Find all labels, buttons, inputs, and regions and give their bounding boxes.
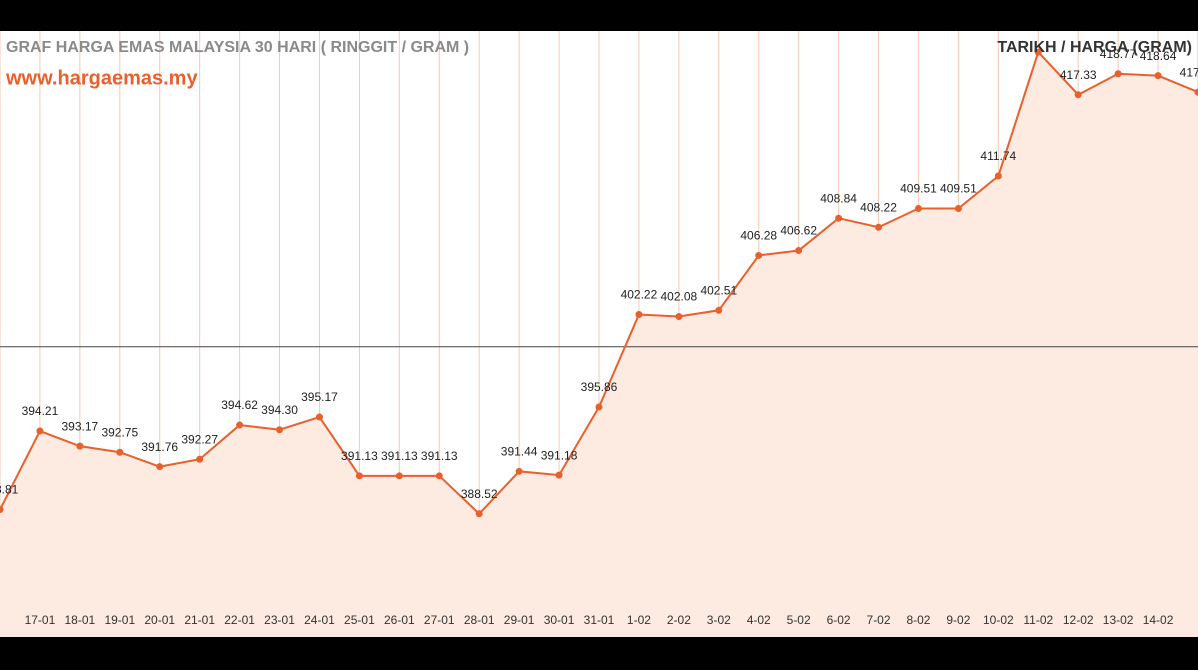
x-tick-label: 26-01: [384, 613, 415, 627]
value-label: 391.13: [421, 449, 458, 463]
x-tick-label: 10-02: [983, 613, 1014, 627]
point: [1154, 72, 1162, 80]
value-label: 391.18: [541, 448, 578, 462]
point: [1034, 48, 1042, 56]
x-tick-label: 21-01: [184, 613, 215, 627]
value-label: 402.08: [661, 290, 698, 304]
value-label: 402.22: [621, 288, 658, 302]
x-tick-label: 1-02: [627, 613, 651, 627]
x-tick-label: 27-01: [424, 613, 455, 627]
value-label: 402.51: [700, 283, 737, 297]
x-tick-label: 3-02: [707, 613, 731, 627]
value-label: 417.33: [1060, 68, 1097, 82]
x-tick-label: 7-02: [867, 613, 891, 627]
value-label: 408.84: [820, 191, 857, 205]
chart-subtitle: www.hargaemas.my: [5, 67, 198, 89]
value-label: 418.64: [1140, 49, 1177, 63]
x-tick-label: 5-02: [787, 613, 811, 627]
point: [315, 413, 323, 421]
value-label: 411.74: [980, 149, 1016, 163]
value-label: 388.52: [461, 487, 498, 501]
x-tick-label: 4-02: [747, 613, 771, 627]
x-tick-label: 23-01: [264, 613, 295, 627]
x-tick-label: 9-02: [946, 613, 970, 627]
point: [595, 403, 603, 411]
x-tick-label: 2-02: [667, 613, 691, 627]
point: [76, 442, 84, 450]
value-label: 409.51: [940, 182, 977, 196]
point: [435, 472, 443, 480]
x-tick-label: 30-01: [544, 613, 575, 627]
point: [236, 421, 244, 429]
point: [156, 463, 164, 471]
value-label: 408.22: [860, 200, 897, 214]
value-label: 394.21: [22, 404, 59, 418]
point: [515, 467, 523, 475]
value-label: 391.76: [141, 440, 178, 454]
area: [0, 52, 1198, 638]
value-label: 392.27: [181, 432, 218, 446]
point: [1194, 88, 1198, 96]
x-tick-label: 29-01: [504, 613, 535, 627]
legend-title: TARIKH / HARGA (GRAM): [997, 39, 1192, 56]
point: [276, 426, 284, 434]
x-tick-label: 18-01: [65, 613, 96, 627]
point: [395, 472, 403, 480]
plot: 388.81 394.21 17-01 393.17 18-01 392.75 19-01 3…: [0, 31, 1198, 638]
point: [196, 455, 204, 463]
x-tick-label: 28-01: [464, 613, 495, 627]
point: [1114, 70, 1122, 78]
x-tick-label: 6-02: [827, 613, 851, 627]
value-label: 395.86: [581, 380, 618, 394]
value-label: 395.17: [301, 390, 338, 404]
value-label: 418.77: [1100, 47, 1137, 61]
x-tick-label: 12-02: [1063, 613, 1094, 627]
point: [355, 472, 363, 480]
x-tick-label: 8-02: [906, 613, 930, 627]
x-tick-label: 13-02: [1103, 613, 1134, 627]
point: [875, 223, 883, 231]
value-label: 409.51: [900, 182, 937, 196]
value-label: 394.62: [221, 398, 258, 412]
value-label: 417.51: [1180, 65, 1198, 79]
point: [635, 311, 643, 319]
point: [914, 204, 922, 212]
point: [954, 204, 962, 212]
point: [755, 251, 763, 259]
value-label: 392.75: [101, 425, 138, 439]
point: [475, 510, 483, 518]
point: [555, 471, 563, 479]
value-label: 391.13: [341, 449, 378, 463]
value-label: 394.30: [261, 403, 298, 417]
x-tick-label: 17-01: [25, 613, 56, 627]
x-tick-label: 24-01: [304, 613, 335, 627]
point: [675, 313, 683, 321]
value-label: 406.28: [740, 229, 777, 243]
x-tick-label: 14-02: [1143, 613, 1174, 627]
x-tick-label: 20-01: [144, 613, 175, 627]
x-tick-label: 19-01: [104, 613, 135, 627]
value-label: 388.81: [0, 483, 19, 497]
x-tick-label: 25-01: [344, 613, 375, 627]
point: [795, 247, 803, 255]
x-tick-label: 11-02: [1023, 613, 1053, 627]
point: [715, 306, 723, 314]
point: [994, 172, 1002, 180]
value-label: 406.62: [780, 224, 817, 238]
x-tick-label: 22-01: [224, 613, 255, 627]
point: [835, 214, 843, 222]
x-tick-label: 31-01: [584, 613, 615, 627]
value-label: 391.44: [501, 444, 538, 458]
point: [116, 448, 124, 456]
value-label: 393.17: [62, 419, 99, 433]
point: [1074, 91, 1082, 99]
value-label: 391.13: [381, 449, 418, 463]
point: [36, 427, 44, 435]
chart-title: GRAF HARGA EMAS MALAYSIA 30 HARI ( RINGG…: [6, 39, 469, 56]
point: [0, 506, 4, 514]
